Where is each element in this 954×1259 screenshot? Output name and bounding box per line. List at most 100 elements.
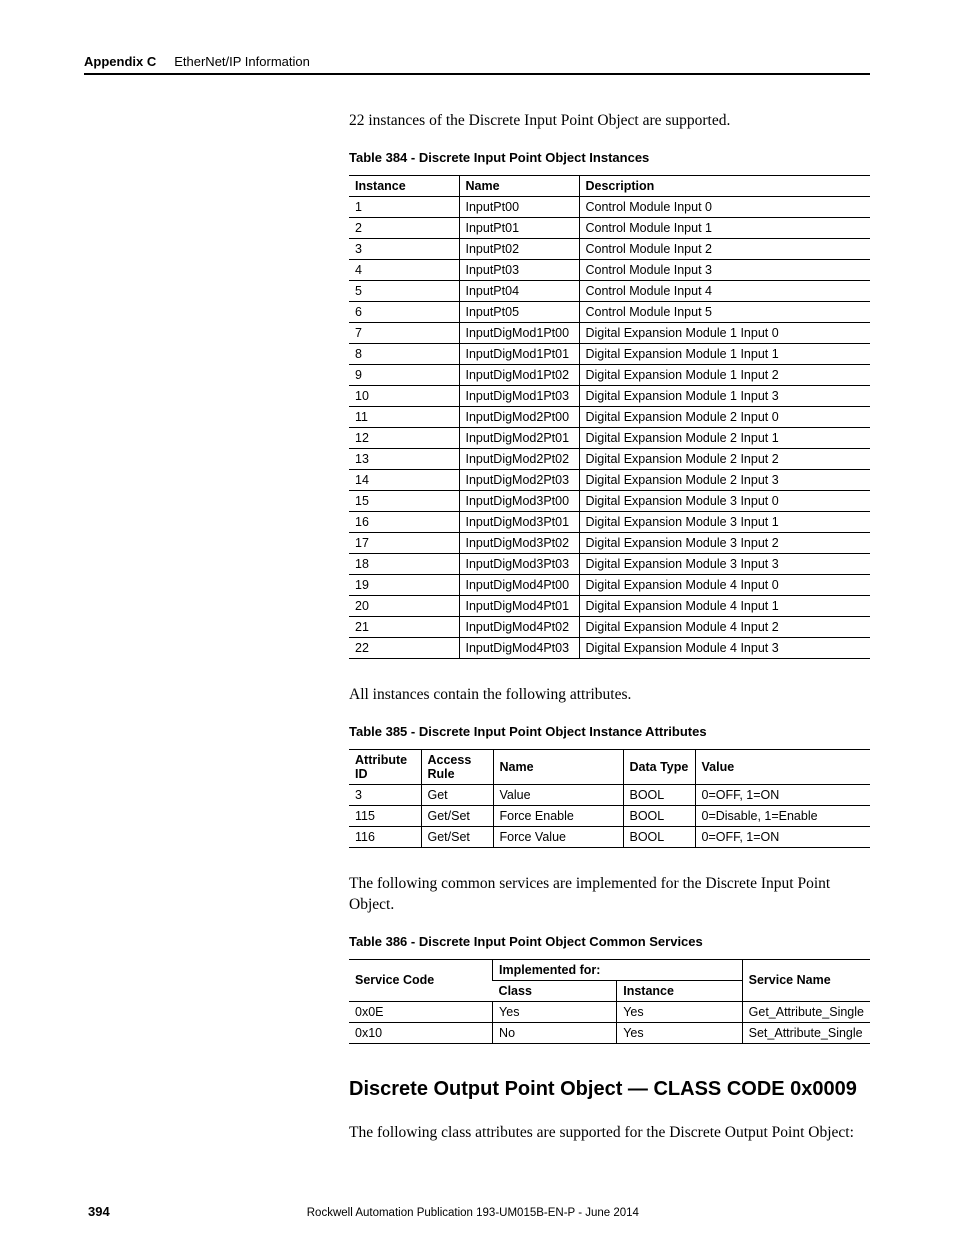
table-cell: Get: [421, 784, 493, 805]
table-cell: Force Value: [493, 826, 623, 847]
table-cell: BOOL: [623, 805, 695, 826]
table-row: 10InputDigMod1Pt03Digital Expansion Modu…: [349, 385, 870, 406]
table-row: 4InputPt03Control Module Input 3: [349, 259, 870, 280]
table-cell: InputDigMod1Pt03: [459, 385, 579, 406]
table-row: 18InputDigMod3Pt03Digital Expansion Modu…: [349, 553, 870, 574]
table-row: 19InputDigMod4Pt00Digital Expansion Modu…: [349, 574, 870, 595]
table-cell: Control Module Input 2: [579, 238, 870, 259]
publication-info: Rockwell Automation Publication 193-UM01…: [110, 1207, 836, 1219]
table-cell: 0=OFF, 1=ON: [695, 826, 870, 847]
table-cell: 8: [349, 343, 459, 364]
table-row: 9InputDigMod1Pt02Digital Expansion Modul…: [349, 364, 870, 385]
table-cell: 16: [349, 511, 459, 532]
table-cell: 7: [349, 322, 459, 343]
table-cell: 9: [349, 364, 459, 385]
table-386-title: Table 386 - Discrete Input Point Object …: [349, 934, 870, 949]
table-cell: Control Module Input 1: [579, 217, 870, 238]
table-386: Service Code Implemented for: Service Na…: [349, 959, 870, 1044]
table-row: 7InputDigMod1Pt00Digital Expansion Modul…: [349, 322, 870, 343]
col-header: Attribute ID: [349, 749, 421, 784]
col-header: Name: [459, 175, 579, 196]
table-cell: 0x0E: [349, 1001, 493, 1022]
intro-384: 22 instances of the Discrete Input Point…: [349, 111, 870, 132]
table-cell: InputDigMod4Pt03: [459, 637, 579, 658]
table-cell: InputPt04: [459, 280, 579, 301]
table-cell: Digital Expansion Module 1 Input 1: [579, 343, 870, 364]
table-row: 17InputDigMod3Pt02Digital Expansion Modu…: [349, 532, 870, 553]
table-cell: Digital Expansion Module 2 Input 0: [579, 406, 870, 427]
col-header-group: Implemented for:: [493, 959, 743, 980]
page-footer: 394 Rockwell Automation Publication 193-…: [84, 1204, 870, 1219]
table-row: Instance Name Description: [349, 175, 870, 196]
table-cell: InputDigMod3Pt02: [459, 532, 579, 553]
table-cell: 14: [349, 469, 459, 490]
col-header: Access Rule: [421, 749, 493, 784]
table-cell: Digital Expansion Module 1 Input 3: [579, 385, 870, 406]
intro-385: All instances contain the following attr…: [349, 685, 870, 706]
table-cell: Digital Expansion Module 4 Input 2: [579, 616, 870, 637]
table-cell: 15: [349, 490, 459, 511]
table-cell: InputDigMod2Pt02: [459, 448, 579, 469]
table-row: 20InputDigMod4Pt01Digital Expansion Modu…: [349, 595, 870, 616]
table-row: 22InputDigMod4Pt03Digital Expansion Modu…: [349, 637, 870, 658]
col-header: Service Name: [742, 959, 870, 1001]
table-cell: InputPt03: [459, 259, 579, 280]
col-header: Data Type: [623, 749, 695, 784]
table-cell: 0x10: [349, 1022, 493, 1043]
table-row: 1InputPt00Control Module Input 0: [349, 196, 870, 217]
col-header: Value: [695, 749, 870, 784]
table-cell: BOOL: [623, 784, 695, 805]
table-row: Service Code Implemented for: Service Na…: [349, 959, 870, 980]
table-cell: InputDigMod4Pt01: [459, 595, 579, 616]
table-cell: InputDigMod4Pt02: [459, 616, 579, 637]
table-cell: Set_Attribute_Single: [742, 1022, 870, 1043]
table-cell: 4: [349, 259, 459, 280]
table-cell: 115: [349, 805, 421, 826]
table-cell: No: [493, 1022, 617, 1043]
table-cell: InputDigMod2Pt01: [459, 427, 579, 448]
table-row: 21InputDigMod4Pt02Digital Expansion Modu…: [349, 616, 870, 637]
table-cell: Control Module Input 0: [579, 196, 870, 217]
table-385-title: Table 385 - Discrete Input Point Object …: [349, 724, 870, 739]
table-cell: 11: [349, 406, 459, 427]
table-row: 13InputDigMod2Pt02Digital Expansion Modu…: [349, 448, 870, 469]
table-cell: Digital Expansion Module 1 Input 0: [579, 322, 870, 343]
table-cell: Get_Attribute_Single: [742, 1001, 870, 1022]
table-row: 6InputPt05Control Module Input 5: [349, 301, 870, 322]
table-cell: InputPt01: [459, 217, 579, 238]
table-row: 0x0EYesYesGet_Attribute_Single: [349, 1001, 870, 1022]
table-cell: BOOL: [623, 826, 695, 847]
col-header: Description: [579, 175, 870, 196]
table-cell: InputDigMod3Pt03: [459, 553, 579, 574]
table-cell: InputDigMod2Pt00: [459, 406, 579, 427]
table-cell: Get/Set: [421, 805, 493, 826]
table-cell: 19: [349, 574, 459, 595]
table-cell: 0=Disable, 1=Enable: [695, 805, 870, 826]
table-384: Instance Name Description 1InputPt00Cont…: [349, 175, 870, 659]
table-cell: InputDigMod4Pt00: [459, 574, 579, 595]
table-cell: Value: [493, 784, 623, 805]
table-cell: 5: [349, 280, 459, 301]
table-row: Attribute ID Access Rule Name Data Type …: [349, 749, 870, 784]
table-row: 5InputPt04Control Module Input 4: [349, 280, 870, 301]
table-row: 3GetValueBOOL0=OFF, 1=ON: [349, 784, 870, 805]
table-row: 8InputDigMod1Pt01Digital Expansion Modul…: [349, 343, 870, 364]
table-cell: Digital Expansion Module 3 Input 0: [579, 490, 870, 511]
col-header: Instance: [349, 175, 459, 196]
table-row: 2InputPt01Control Module Input 1: [349, 217, 870, 238]
table-cell: Digital Expansion Module 3 Input 1: [579, 511, 870, 532]
intro-386: The following common services are implem…: [349, 874, 870, 916]
col-header: Name: [493, 749, 623, 784]
section-heading-0009: Discrete Output Point Object — CLASS COD…: [349, 1078, 870, 1101]
table-cell: 1: [349, 196, 459, 217]
table-cell: InputDigMod1Pt01: [459, 343, 579, 364]
appendix-label: Appendix C: [84, 54, 156, 69]
page-number: 394: [88, 1204, 110, 1219]
table-row: 14InputDigMod2Pt03Digital Expansion Modu…: [349, 469, 870, 490]
table-cell: Control Module Input 5: [579, 301, 870, 322]
table-cell: Digital Expansion Module 2 Input 3: [579, 469, 870, 490]
table-cell: 2: [349, 217, 459, 238]
table-cell: Digital Expansion Module 3 Input 2: [579, 532, 870, 553]
page: Appendix C EtherNet/IP Information 22 in…: [0, 0, 954, 1259]
table-cell: Yes: [617, 1001, 742, 1022]
